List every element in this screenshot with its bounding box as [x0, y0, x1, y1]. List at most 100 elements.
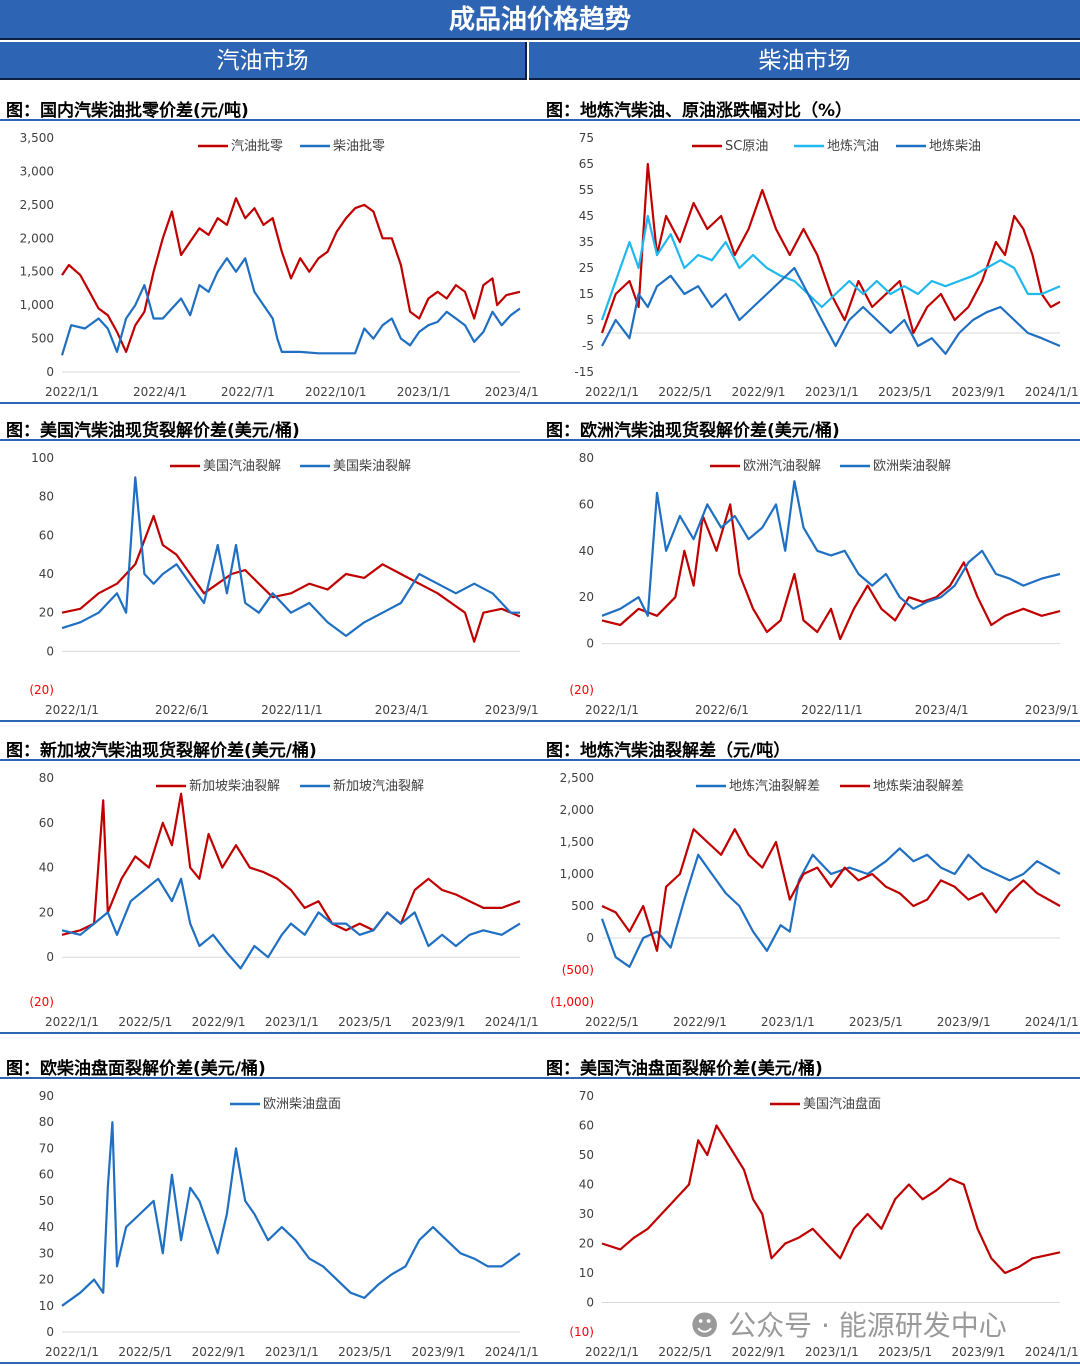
x-tick-label: 2023/4/1 — [915, 703, 969, 717]
x-tick-label: 2023/9/1 — [937, 1015, 991, 1029]
chart-panel-c6: 图：地炼汽柴油裂解差（元/吨） 2,500 2,000 1,500 1,000 500 0 (… — [540, 736, 1080, 1036]
series-line-1 — [601, 828, 1061, 952]
legend-label: 地炼柴油 — [929, 139, 981, 154]
series-line-0 — [61, 1121, 521, 1307]
x-tick-label: 2022/1/1 — [585, 385, 639, 399]
page-title: 成品油价格趋势 — [0, 0, 1080, 40]
chart-title: 图：欧柴油盘面裂解价差(美元/桶) — [6, 1059, 266, 1079]
chart-panel-c7: 图：欧柴油盘面裂解价差(美元/桶) 90 80 70 60 50 40 30 20 10 0 2022… — [0, 1054, 540, 1366]
x-tick-label: 2022/5/1 — [658, 1345, 712, 1359]
watermark: ☻ 公众号 · 能源研发中心 — [690, 1304, 1007, 1344]
title-underline — [0, 439, 540, 441]
x-tick-label: 2022/1/1 — [45, 1015, 99, 1029]
x-tick-label: 2022/9/1 — [732, 385, 786, 399]
x-tick-label: 2024/1/1 — [1025, 385, 1079, 399]
x-tick-label: 2022/11/1 — [261, 703, 323, 717]
x-tick-label: 2022/5/1 — [658, 385, 712, 399]
y-tick-label: 0 — [46, 365, 54, 379]
y-tick-label: 30 — [39, 1246, 54, 1260]
y-tick-label: 2,500 — [20, 198, 54, 212]
y-tick-label: 10 — [579, 1266, 594, 1280]
x-tick-label: 2023/9/1 — [411, 1345, 465, 1359]
x-tick-label: 2023/1/1 — [397, 385, 451, 399]
y-tick-label: 20 — [39, 905, 54, 919]
y-tick-label: 60 — [39, 528, 54, 542]
y-tick-label: 80 — [39, 490, 54, 504]
y-tick-label: 40 — [39, 567, 54, 581]
series-line-1 — [61, 877, 521, 970]
chart-panel-c1: 图：国内汽柴油批零价差(元/吨) 3,500 3,000 2,500 2,000 1,50… — [0, 96, 540, 406]
chart-c8: 70 60 50 40 30 20 10 0 (10) 2022/1/1 2022/5/1 2022/… — [569, 1089, 1078, 1359]
y-tick-label: 60 — [39, 1168, 54, 1182]
chart-panel-c4: 图：欧洲汽柴油现货裂解价差(美元/桶) 80 60 40 20 0 (20) 2022/1/1… — [540, 416, 1080, 724]
y-tick-label: 0 — [586, 931, 594, 945]
legend-label: 地炼汽油裂解差 — [729, 779, 820, 794]
series-line-0 — [601, 1124, 1061, 1275]
y-tick-label: 3,000 — [20, 164, 54, 178]
x-tick-label: 2023/9/1 — [411, 1015, 465, 1029]
panel-divider — [540, 1032, 1080, 1034]
chart-title: 图：新加坡汽柴油现货裂解价差(美元/桶) — [6, 741, 317, 761]
y-tick-label: 0 — [46, 950, 54, 964]
y-tick-label: 1,500 — [20, 265, 54, 279]
y-tick-label: 2,500 — [560, 771, 594, 785]
y-tick-label: 3,500 — [20, 131, 54, 145]
y-tick-label: (10) — [569, 1325, 594, 1339]
x-tick-label: 2023/5/1 — [849, 1015, 903, 1029]
y-tick-label: 20 — [579, 590, 594, 604]
legend-label: 美国汽油裂解 — [203, 459, 281, 474]
legend-label: 欧洲汽油裂解 — [743, 459, 821, 474]
chart-c4: 80 60 40 20 0 (20) 2022/1/1 2022/6/1 2022/11/1 20… — [569, 451, 1078, 717]
chart-title: 图：地炼汽柴油、原油涨跌幅对比（%） — [546, 101, 853, 121]
series-line-1 — [600, 214, 1061, 321]
x-tick-label: 2022/11/1 — [801, 703, 863, 717]
series-line-0 — [600, 162, 1061, 335]
tab-diesel-market: 柴油市场 — [529, 42, 1080, 80]
chart-c5: 80 60 40 20 0 (20) 2022/1/1 2022/5/1 2022/9/1 202… — [29, 771, 538, 1029]
panel-divider — [0, 1032, 540, 1034]
chart-c6: 2,500 2,000 1,500 1,000 500 0 (500) (1,000) 2022… — [550, 771, 1078, 1029]
y-tick-label: -15 — [574, 365, 594, 379]
x-tick-label: 2022/6/1 — [155, 703, 209, 717]
y-tick-label: 20 — [579, 1237, 594, 1251]
series-line-1 — [601, 480, 1061, 617]
series-line-0 — [61, 197, 521, 353]
series-line-0 — [601, 503, 1061, 641]
y-tick-label: 2,000 — [20, 231, 54, 245]
legend-label: 美国柴油裂解 — [333, 459, 411, 474]
y-tick-label: 10 — [39, 1299, 54, 1313]
y-tick-label: 80 — [39, 1115, 54, 1129]
panel-divider — [0, 402, 540, 404]
y-tick-label: 1,500 — [560, 835, 594, 849]
x-tick-label: 2022/1/1 — [585, 1345, 639, 1359]
x-tick-label: 2022/9/1 — [732, 1345, 786, 1359]
x-tick-label: 2023/1/1 — [805, 385, 859, 399]
legend-label: 地炼柴油裂解差 — [873, 779, 964, 794]
legend-label: 地炼汽油 — [827, 139, 879, 154]
x-tick-label: 2022/9/1 — [673, 1015, 727, 1029]
y-tick-label: 50 — [579, 1148, 594, 1162]
panel-divider — [0, 1362, 540, 1364]
legend-label: 美国汽油盘面 — [803, 1096, 881, 1112]
series-line-1 — [61, 476, 520, 637]
x-tick-label: 2022/1/1 — [45, 385, 99, 399]
title-underline — [540, 439, 1080, 441]
chart-c3: 100 80 60 40 20 0 (20) 2022/1/1 2022/6/1 2022/11/… — [29, 451, 538, 717]
title-underline — [0, 1077, 540, 1079]
legend-label: 欧洲柴油裂解 — [873, 459, 951, 474]
y-tick-label: 50 — [39, 1194, 54, 1208]
legend-label: 新加坡汽油裂解 — [333, 778, 424, 794]
x-tick-label: 2023/1/1 — [761, 1015, 815, 1029]
y-tick-label: (20) — [569, 683, 594, 697]
x-tick-label: 2022/7/1 — [221, 385, 275, 399]
x-tick-label: 2023/1/1 — [265, 1015, 319, 1029]
chart-panel-c3: 图：美国汽柴油现货裂解价差(美元/桶) 100 80 60 40 20 0 (20) 2022/… — [0, 416, 540, 724]
y-tick-label: 2,000 — [560, 803, 594, 817]
x-tick-label: 2022/5/1 — [118, 1015, 172, 1029]
y-tick-label: 0 — [586, 637, 594, 651]
chart-panel-c2: 图：地炼汽柴油、原油涨跌幅对比（%） 75 65 55 45 35 25 15 5 -5 -15 20… — [540, 96, 1080, 406]
x-tick-label: 2023/9/1 — [951, 385, 1005, 399]
legend-label: 新加坡柴油裂解 — [189, 778, 280, 794]
x-tick-label: 2023/4/1 — [375, 703, 429, 717]
legend-label: 欧洲柴油盘面 — [263, 1096, 341, 1112]
